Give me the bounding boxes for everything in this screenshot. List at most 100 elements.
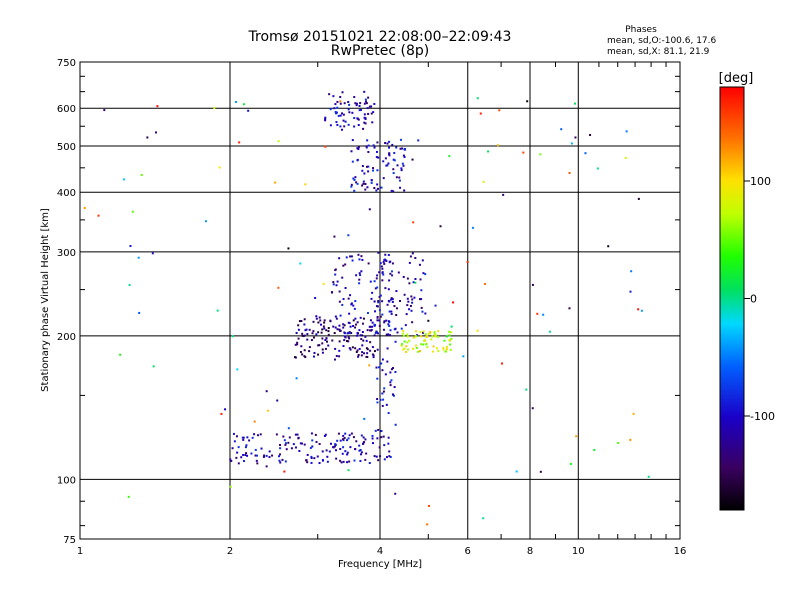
data-point — [352, 304, 355, 307]
data-point — [254, 454, 257, 457]
data-point — [337, 114, 340, 117]
data-point — [424, 312, 427, 315]
data-point — [348, 460, 351, 463]
data-point — [383, 320, 386, 323]
data-point — [339, 100, 342, 103]
data-point — [391, 298, 394, 301]
data-point — [364, 122, 367, 125]
data-point — [411, 298, 414, 301]
data-point — [385, 259, 388, 262]
data-point — [97, 214, 100, 217]
data-point — [417, 139, 420, 142]
data-point — [315, 333, 318, 336]
data-point — [341, 91, 344, 94]
data-point — [321, 342, 324, 345]
data-point — [256, 434, 259, 437]
data-point — [392, 190, 395, 193]
y-axis-label: Stationary phase Virtual Height [km] — [40, 208, 51, 392]
data-point — [629, 438, 632, 441]
data-point — [331, 291, 334, 294]
data-point — [242, 103, 245, 106]
data-point — [364, 100, 367, 103]
data-point — [342, 113, 345, 116]
data-point — [335, 457, 338, 460]
data-point — [398, 179, 401, 182]
data-point — [204, 220, 207, 223]
data-point — [244, 453, 247, 456]
data-point — [371, 121, 374, 124]
data-point — [369, 341, 372, 344]
data-point — [632, 412, 635, 415]
data-point — [389, 260, 392, 263]
data-point — [361, 334, 364, 337]
data-point — [356, 331, 359, 334]
data-point — [442, 348, 445, 351]
data-point — [344, 450, 347, 453]
data-point — [398, 176, 401, 179]
data-point — [377, 187, 380, 190]
data-point — [640, 309, 643, 312]
data-point — [382, 273, 385, 276]
data-point — [354, 323, 357, 326]
data-point — [404, 324, 407, 327]
data-point — [405, 350, 408, 353]
y-tick-label: 200 — [57, 332, 76, 343]
data-point — [334, 326, 337, 329]
data-point — [366, 107, 369, 110]
data-point — [347, 100, 350, 103]
data-point — [354, 448, 357, 451]
data-point — [446, 345, 449, 348]
data-point — [318, 344, 321, 347]
data-point — [332, 95, 335, 98]
data-point — [338, 328, 341, 331]
data-point — [395, 176, 398, 179]
data-point — [370, 112, 373, 115]
data-point — [350, 183, 353, 186]
data-point — [403, 293, 406, 296]
data-point — [407, 300, 410, 303]
colorbar-label: [deg] — [719, 71, 754, 86]
data-point — [385, 164, 388, 167]
data-point — [329, 319, 332, 322]
data-point — [589, 133, 592, 136]
data-point — [268, 450, 271, 453]
data-point — [388, 154, 391, 157]
data-point — [297, 437, 300, 440]
data-point — [301, 332, 304, 335]
data-point — [235, 435, 238, 438]
data-point — [283, 439, 286, 442]
data-point — [394, 371, 397, 374]
data-point — [350, 150, 353, 153]
data-point — [382, 398, 385, 401]
data-point — [140, 173, 143, 176]
data-point — [389, 298, 392, 301]
data-point — [385, 456, 388, 459]
data-point — [403, 347, 406, 350]
data-point — [381, 369, 384, 372]
data-point — [462, 355, 465, 358]
x-tick-label: 10 — [572, 546, 585, 557]
data-point — [395, 314, 398, 317]
data-point — [378, 319, 381, 322]
data-point — [421, 331, 424, 334]
data-point — [362, 352, 365, 355]
data-point — [348, 111, 351, 114]
data-point — [128, 283, 131, 286]
data-point — [389, 329, 392, 332]
data-point — [230, 459, 233, 462]
data-point — [352, 319, 355, 322]
data-point — [359, 108, 362, 111]
data-point — [391, 300, 394, 303]
data-point — [356, 182, 359, 185]
data-point — [367, 150, 370, 153]
data-point — [255, 459, 258, 462]
data-point — [539, 470, 542, 473]
data-point — [405, 313, 408, 316]
data-point — [373, 102, 376, 105]
data-point — [274, 181, 277, 184]
data-point — [338, 349, 341, 352]
data-point — [237, 446, 240, 449]
data-point — [326, 455, 329, 458]
data-point — [309, 446, 312, 449]
data-point — [296, 433, 299, 436]
